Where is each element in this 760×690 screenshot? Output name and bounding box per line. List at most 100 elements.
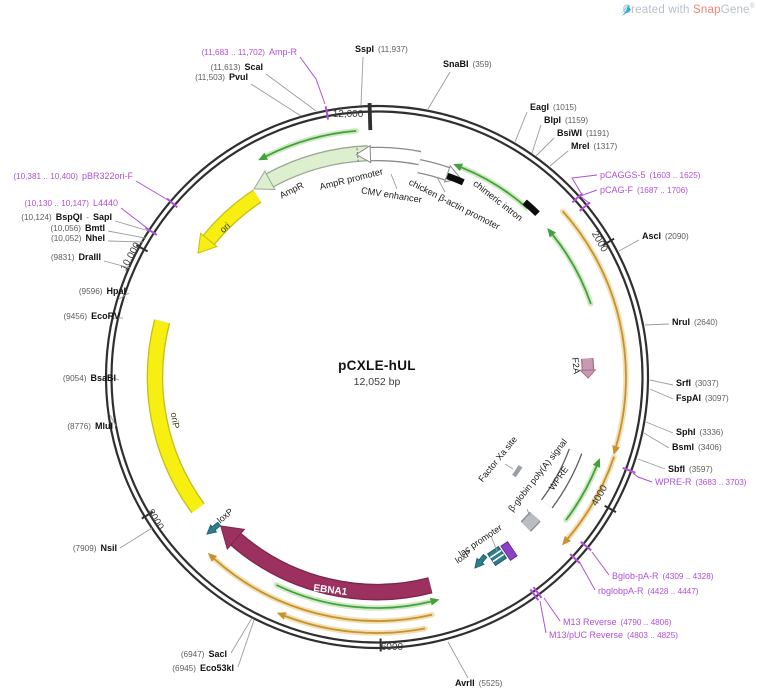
tick-label-4000: 4000	[590, 483, 611, 508]
orange-arc-1	[562, 210, 627, 447]
asci-leader	[618, 239, 640, 252]
m13-puc-reverse-primer-label: M13/pUC Reverse (4803 .. 4825)	[549, 630, 678, 640]
watermark-brand2: Gene	[720, 3, 750, 16]
green-arc-ampr-head	[258, 152, 269, 161]
orange-arc-4-head	[276, 612, 287, 620]
rbglobpa-r-primer-label: rbglobpA-R (4428 .. 4447)	[598, 586, 699, 596]
wpre-r-primer-leader	[632, 472, 653, 483]
feature-leader-1	[436, 176, 446, 193]
fspai-label: FspAI (3097)	[676, 393, 729, 403]
pcag-f-primer-label: pCAG-F (1687 .. 1706)	[600, 185, 688, 195]
bglobin-polya-box	[521, 512, 540, 531]
mlui-leader	[109, 414, 117, 427]
violet-box-group	[500, 541, 518, 561]
bsiwi-leader	[535, 137, 555, 157]
bglob-pa-r-primer-leader	[591, 551, 610, 576]
scai-leader	[265, 73, 317, 112]
draiii-leader	[103, 260, 131, 269]
nhei-leader	[107, 240, 144, 243]
amp-r-primer-label: (11,683 .. 11,702) Amp-R	[202, 47, 298, 57]
watermark-text: Created with	[622, 3, 694, 16]
amp-r-primer-tick	[324, 106, 330, 120]
intron-bar-1	[446, 172, 465, 186]
bglob-pa-r-primer-label: Bglob-pA-R (4309 .. 4328)	[612, 571, 714, 581]
ecorv-label: (9456) EcoRV	[63, 311, 120, 321]
sspi-leader	[360, 56, 364, 106]
green-arc-1	[552, 234, 592, 305]
feature-leader-0	[390, 173, 398, 190]
bmti-leader	[107, 230, 146, 239]
feature-leader-2	[490, 535, 498, 552]
mrei-label: MreI (1317)	[571, 141, 617, 151]
orange-arc-2-head	[562, 535, 571, 546]
green-arc-ampr	[265, 130, 357, 158]
watermark-reg: ®	[749, 3, 755, 10]
beta-actin-promoter-arrow	[417, 160, 450, 180]
m13-reverse-primer-label: M13 Reverse (4790 .. 4806)	[563, 617, 672, 627]
snapgene-watermark: Created with SnapGene®	[619, 3, 755, 16]
amp-r-primer-leader	[299, 56, 326, 105]
orange-arc-1-halo	[559, 208, 629, 450]
feature-leader-3	[504, 463, 514, 470]
snabi-leader	[427, 71, 451, 110]
l4440-primer-tick	[144, 226, 158, 236]
sspi-label: SspI (11,937)	[355, 44, 408, 54]
wpre-r-primer-label: WPRE-R (3683 .. 3703)	[655, 477, 747, 487]
backbone-inner-circle	[110, 110, 644, 644]
nsii-leader	[119, 527, 153, 549]
m13-puc-reverse-primer-leader	[539, 600, 547, 634]
factor-xa-bar	[512, 465, 523, 478]
bsmi-leader	[643, 432, 670, 449]
plasmid-name: pCXLE-hUL	[338, 358, 416, 373]
tick-2000	[602, 237, 615, 247]
green-arc-3-head	[429, 597, 440, 606]
tick-8000	[141, 510, 154, 520]
ebna1-band	[231, 533, 433, 600]
nsii-label: (7909) NsiI	[73, 543, 117, 553]
intron-bar-2	[522, 199, 540, 217]
pcaggs-5-primer-tick	[571, 192, 584, 204]
srfi-label: SrfI (3037)	[676, 378, 719, 388]
pcag-f-primer-tick	[578, 201, 591, 212]
tick-label-6000: 6000	[381, 642, 404, 653]
orip-band	[148, 319, 204, 513]
mlui-label: (8776) MluI	[67, 421, 113, 431]
tick-10000	[135, 244, 149, 253]
tick-4000	[604, 504, 617, 513]
eagi-label: EagI (1015)	[530, 102, 577, 112]
bsiwi-label: BsiWI (1191)	[557, 128, 609, 138]
violet-box	[500, 541, 518, 561]
draiii-label: (9831) DraIII	[51, 252, 101, 262]
bmti-label: (10,056) BmtI	[51, 223, 106, 233]
saci-leader	[230, 617, 253, 654]
cmv-enhancer-arrow	[370, 148, 421, 165]
eco53ki-leader	[237, 619, 255, 668]
l4440-primer-leader	[120, 207, 148, 229]
ebna1-label: EBNA1	[313, 583, 348, 598]
plasmid-center-label: pCXLE-hUL 12,052 bp	[297, 358, 457, 388]
sphi-label: SphI (3336)	[676, 427, 723, 437]
bspqi-sapi-label: (10,124) BspQI - SapI	[21, 212, 112, 222]
srfi-leader	[649, 379, 674, 386]
eco53ki-label: (6945) Eco53kI	[172, 663, 234, 673]
watermark-brand: Snap	[693, 3, 721, 16]
nhei-label: (10,052) NheI	[51, 233, 105, 243]
f2a-arrow-head	[579, 369, 597, 379]
f2a-label: F2A	[570, 357, 582, 374]
lac-promoter-box-stripe-1	[492, 553, 505, 563]
plasmid-size: 12,052 bp	[353, 376, 401, 388]
bglob-pa-r-primer-tick	[580, 541, 592, 552]
pbr322ori-f-primer-leader	[135, 180, 169, 201]
orange-arc-3	[213, 558, 433, 622]
scai-label: (11,613) ScaI	[211, 62, 263, 72]
saci-label: (6947) SacI	[181, 649, 227, 659]
green-arc-2	[565, 466, 598, 521]
cmv-enhancer-arrow-head	[355, 144, 372, 164]
bsabi-leader	[106, 375, 120, 381]
snabi-label: SnaBI (359)	[443, 59, 492, 69]
asci-label: AscI (2090)	[642, 231, 689, 241]
orip-label: oriP	[169, 412, 182, 430]
orange-arc-2	[567, 456, 615, 540]
